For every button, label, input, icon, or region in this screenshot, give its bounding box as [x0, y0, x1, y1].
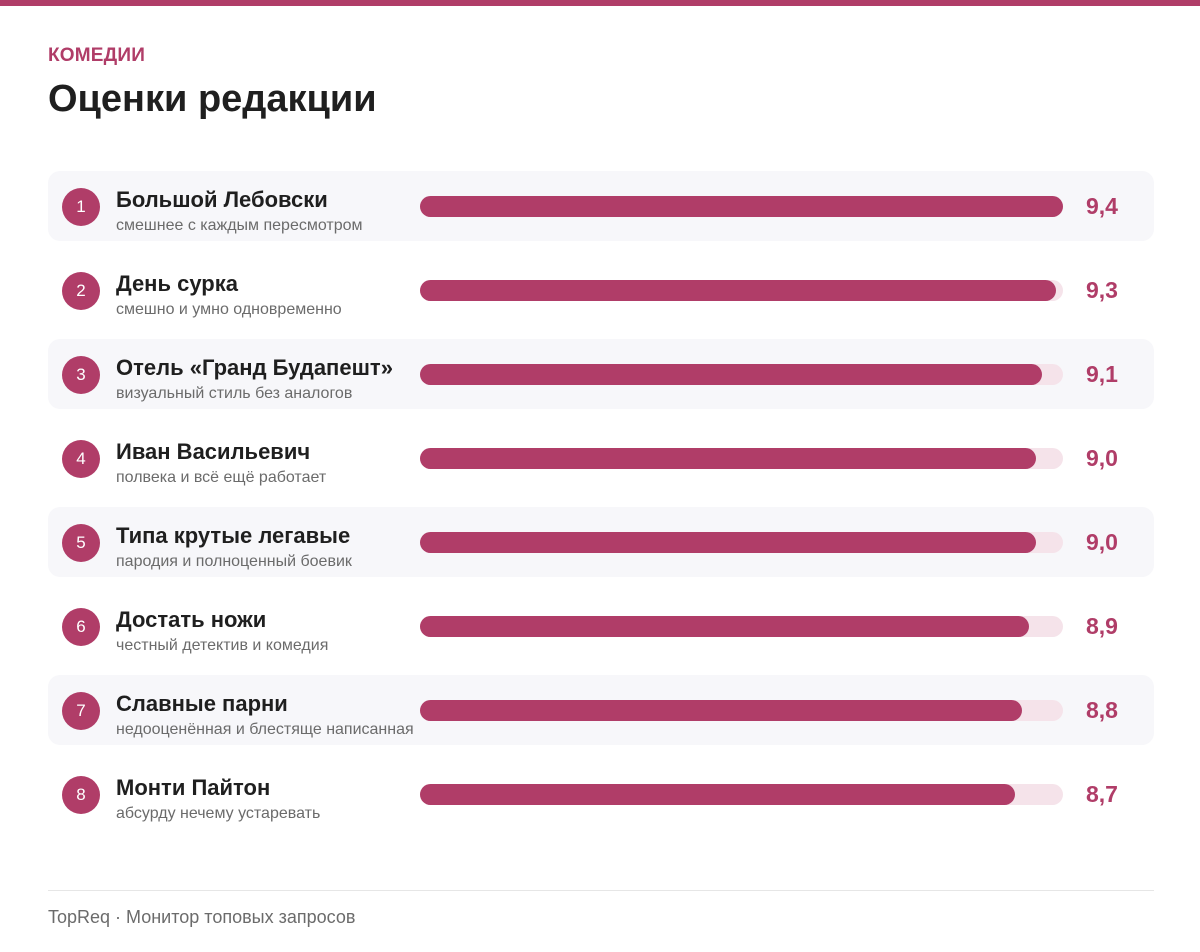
movie-title: Достать ножи [116, 607, 267, 632]
score-value: 9,4 [1086, 193, 1118, 219]
chart-row: 8 Монти Пайтон абсурду нечему устаревать 8,… [48, 759, 1154, 829]
rank-badge: 1 [62, 188, 100, 226]
chart-row: 1 Большой Лебовски смешнее с каждым пересм… [48, 171, 1154, 241]
movie-title: Славные парни [116, 691, 288, 716]
rank-badge: 2 [62, 272, 100, 310]
movie-note: пародия и полноценный боевик [116, 553, 352, 570]
movie-title: Большой Лебовски [116, 187, 328, 212]
score-value: 9,3 [1086, 277, 1118, 303]
movie-title: Монти Пайтон [116, 775, 271, 800]
chart-row: 7 Славные парни недооценённая и блестяще н… [48, 675, 1154, 745]
movie-title: Типа крутые легавые [116, 523, 351, 548]
rank-badge: 4 [62, 440, 100, 478]
movie-note: смешно и умно одновременно [116, 301, 342, 318]
ratings-chart: 1 Большой Лебовски смешнее с каждым пересм… [48, 171, 1154, 843]
score-value: 9,0 [1086, 445, 1118, 471]
bar-track [420, 364, 1063, 385]
page-title: Оценки редакции [48, 78, 377, 120]
bar-fill [420, 700, 1022, 721]
bar-fill [420, 196, 1063, 217]
bar-track [420, 196, 1063, 217]
rank-badge: 5 [62, 524, 100, 562]
bar-fill [420, 532, 1036, 553]
chart-row: 3 Отель «Гранд Будапешт» визуальный стиль … [48, 339, 1154, 409]
movie-title: Отель «Гранд Будапешт» [116, 355, 393, 380]
bar-track [420, 280, 1063, 301]
score-value: 8,9 [1086, 613, 1118, 639]
category-label: КОМЕДИИ [48, 45, 146, 66]
footer-divider [48, 890, 1154, 891]
movie-note: визуальный стиль без аналогов [116, 385, 353, 402]
bar-track [420, 448, 1063, 469]
rank-badge: 7 [62, 692, 100, 730]
rank-badge: 3 [62, 356, 100, 394]
score-value: 9,1 [1086, 361, 1118, 387]
bar-track [420, 616, 1063, 637]
chart-row: 6 Достать ножи честный детектив и комедия 8… [48, 591, 1154, 661]
top-accent-bar [0, 0, 1200, 6]
bar-fill [420, 448, 1036, 469]
chart-row: 5 Типа крутые легавые пародия и полноценны… [48, 507, 1154, 577]
bar-fill [420, 280, 1056, 301]
bar-track [420, 532, 1063, 553]
bar-fill [420, 616, 1029, 637]
rank-badge: 6 [62, 608, 100, 646]
movie-note: недооценённая и блестяще написанная [116, 721, 414, 738]
movie-note: смешнее с каждым пересмотром [116, 217, 363, 234]
chart-row: 2 День сурка смешно и умно одновременно 9,3 [48, 255, 1154, 325]
movie-note: абсурду нечему устаревать [116, 805, 321, 822]
score-value: 9,0 [1086, 529, 1118, 555]
bar-fill [420, 784, 1015, 805]
chart-row: 4 Иван Васильевич полвека и всё ещё работа… [48, 423, 1154, 493]
movie-note: честный детектив и комедия [116, 637, 329, 654]
movie-title: Иван Васильевич [116, 439, 311, 464]
bar-track [420, 700, 1063, 721]
score-value: 8,7 [1086, 781, 1118, 807]
score-value: 8,8 [1086, 697, 1118, 723]
footer-source: TopReq · Монитор топовых запросов [48, 907, 356, 927]
movie-title: День сурка [116, 271, 238, 296]
movie-note: полвека и всё ещё работает [116, 469, 327, 486]
bar-fill [420, 364, 1042, 385]
bar-track [420, 784, 1063, 805]
rank-badge: 8 [62, 776, 100, 814]
